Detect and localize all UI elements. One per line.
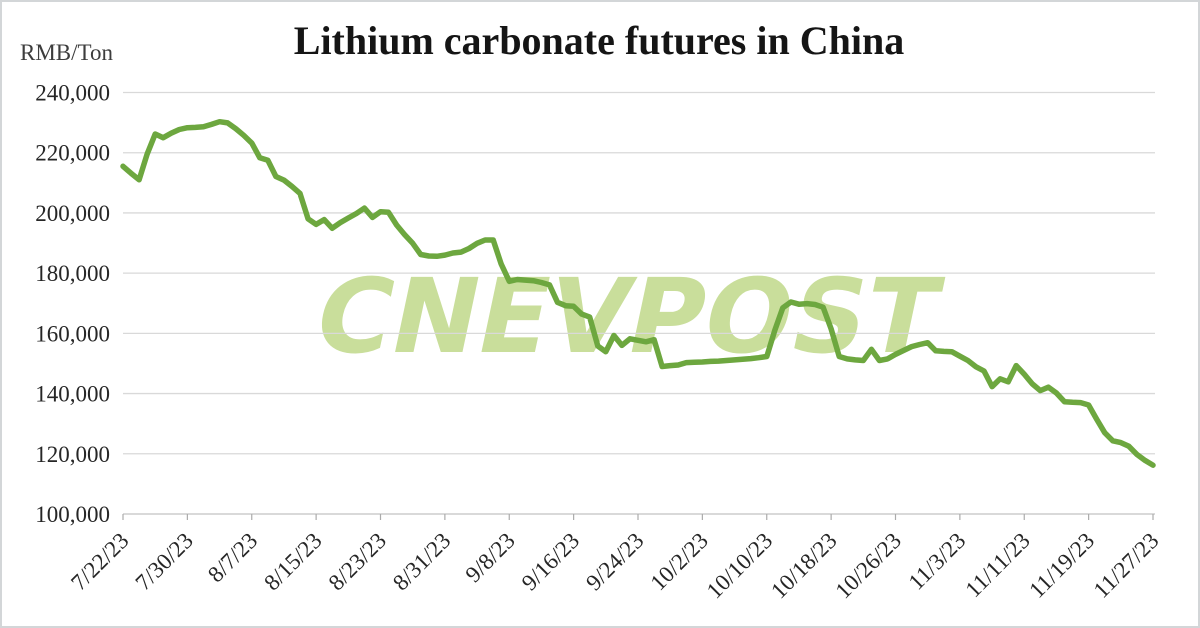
x-axis-label: 11/19/23: [1024, 528, 1099, 603]
y-axis-labels: 240,000 220,000 200,000 180,000 160,000 140,0…: [35, 81, 110, 528]
x-axis-label: 8/15/23: [259, 528, 326, 595]
y-axis-label: 220,000: [35, 141, 110, 166]
y-axis-unit-label: RMB/Ton: [20, 40, 113, 65]
x-axis-label: 11/11/23: [960, 528, 1034, 602]
x-axis-labels: 7/22/237/30/23 8/7/238/15/238/23/238/31/2…: [66, 528, 1163, 604]
x-axis-label: 10/10/23: [702, 528, 778, 604]
price-line-series: [120, 118, 1156, 468]
x-axis-label: 10/26/23: [831, 528, 907, 604]
x-axis-label: 8/31/23: [388, 528, 455, 595]
x-axis-label: 10/18/23: [766, 528, 842, 604]
y-axis-label: 140,000: [35, 382, 110, 407]
x-axis-label: 9/16/23: [517, 528, 584, 595]
y-axis-label: 200,000: [35, 201, 110, 226]
gridlines: [123, 91, 1155, 515]
y-axis-label: 180,000: [35, 261, 110, 286]
y-axis-label: 120,000: [35, 442, 110, 467]
x-axis-label: 8/23/23: [324, 528, 391, 595]
x-axis-label: 7/22/23: [66, 528, 133, 595]
x-axis-label: 11/27/23: [1089, 528, 1164, 603]
x-axis-label: 8/7/23: [203, 528, 262, 587]
x-axis-label: 9/24/23: [581, 528, 648, 595]
y-axis-label: 240,000: [35, 81, 110, 106]
y-axis-label: 100,000: [35, 502, 110, 527]
y-axis-label: 160,000: [35, 321, 110, 346]
chart-title: Lithium carbonate futures in China: [294, 18, 904, 63]
x-axis: [122, 514, 1154, 520]
x-axis-label: 9/8/23: [461, 528, 520, 587]
x-axis-label: 7/30/23: [131, 528, 198, 595]
